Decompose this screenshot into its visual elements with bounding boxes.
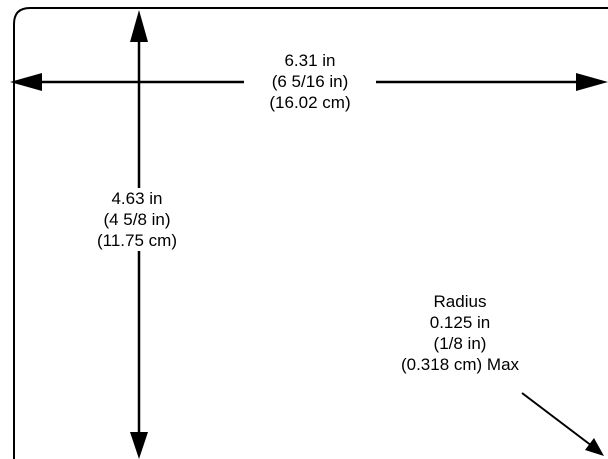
height-inches: 4.63 in — [111, 189, 163, 208]
width-arrow-left-head — [10, 73, 42, 91]
panel-outline — [13, 7, 608, 459]
radius-title: Radius — [433, 292, 487, 311]
radius-pointer-head — [585, 438, 604, 456]
radius-pointer-line — [521, 392, 593, 447]
width-dimension-label: 6.31 in (6 5/16 in) (16.02 cm) — [244, 50, 376, 113]
width-cm: (16.02 cm) — [269, 93, 351, 112]
width-arrow-right-head — [576, 73, 608, 91]
width-fraction: (6 5/16 in) — [271, 72, 349, 91]
radius-fraction: (1/8 in) — [433, 334, 487, 353]
width-inches: 6.31 in — [284, 51, 336, 70]
radius-inches: 0.125 in — [429, 313, 491, 332]
height-arrow-bottom-head — [130, 432, 148, 459]
height-arrow-top-head — [130, 10, 148, 42]
height-fraction: (4 5/8 in) — [103, 210, 171, 229]
radius-note-label: Radius 0.125 in (1/8 in) (0.318 cm) Max — [385, 291, 535, 375]
height-cm: (11.75 cm) — [97, 231, 177, 250]
radius-cm-max: (0.318 cm) Max — [400, 355, 520, 374]
height-dimension-label: 4.63 in (4 5/8 in) (11.75 cm) — [72, 188, 202, 251]
